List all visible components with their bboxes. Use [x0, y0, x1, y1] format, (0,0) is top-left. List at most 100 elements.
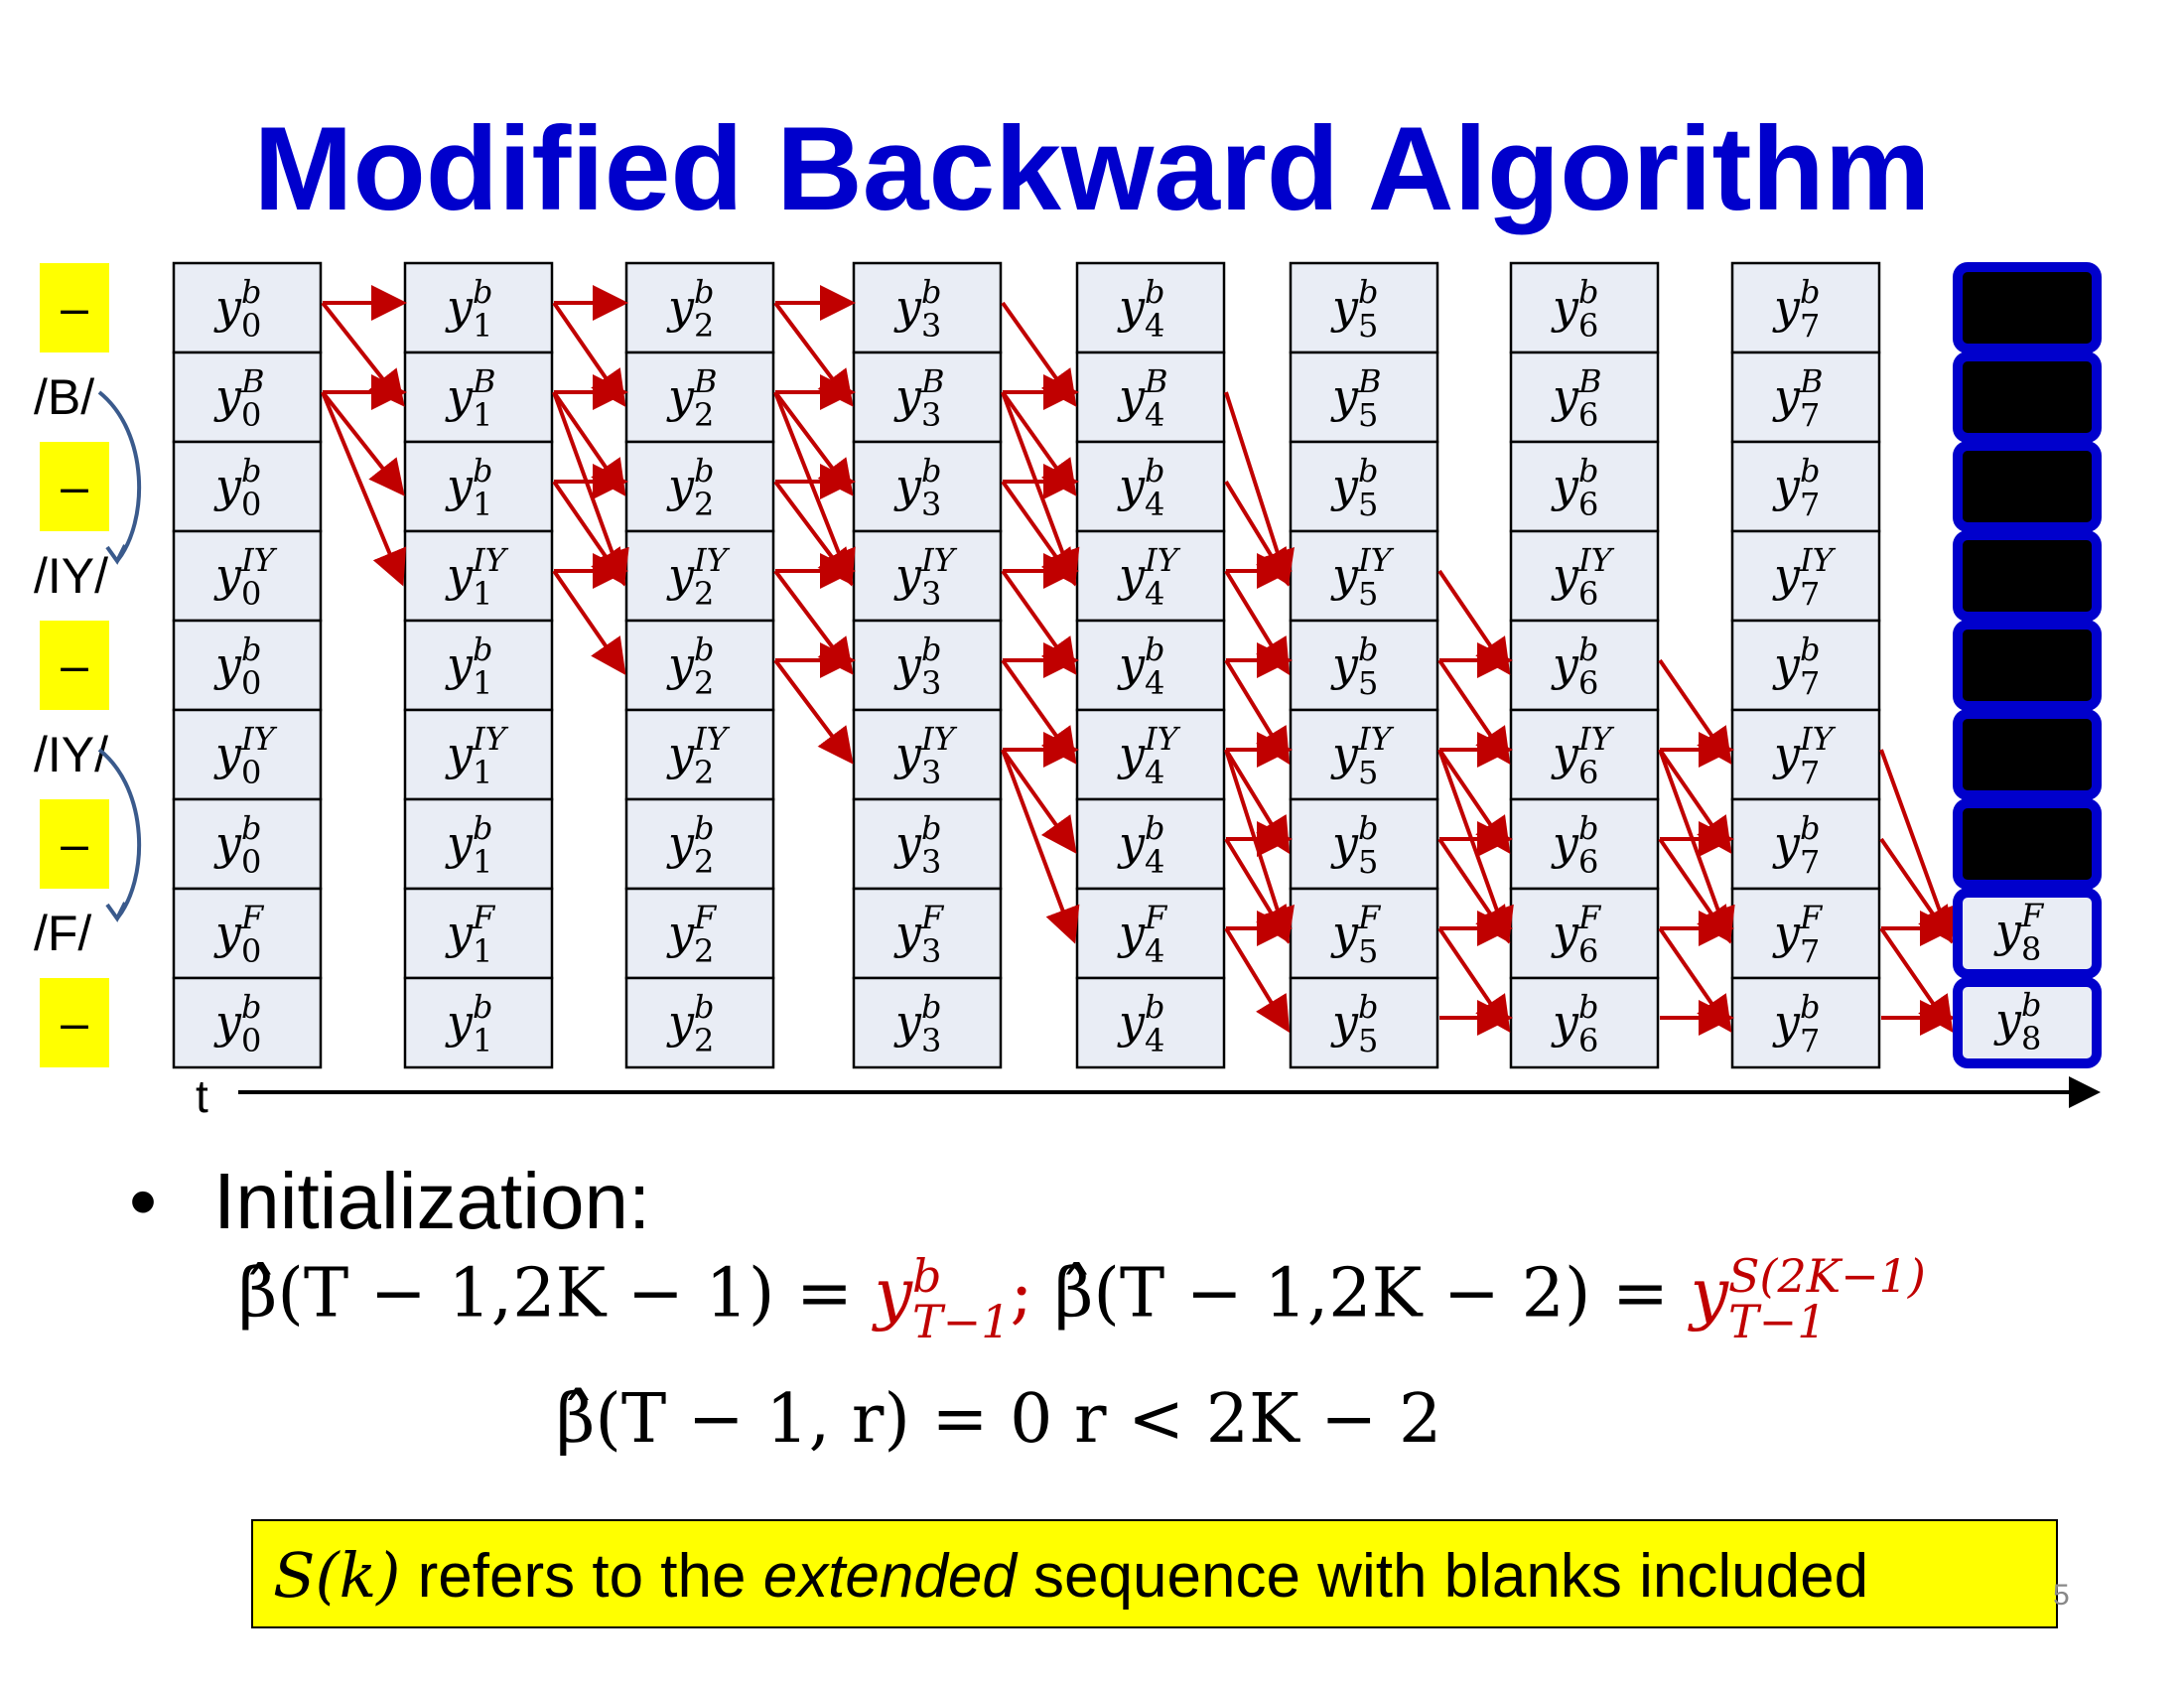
trellis-cell	[1289, 619, 1439, 712]
trellis-cell	[1289, 261, 1439, 354]
row-label-blank: –	[40, 621, 109, 710]
cell-label: yIY 1	[445, 541, 509, 613]
eq-y-blank-sub: T−1	[911, 1295, 1011, 1348]
equation-line-2: β̂(T − 1, r) = 0 r < 2K − 2	[556, 1380, 1442, 1459]
trellis-cell	[172, 619, 323, 712]
trellis-diagram: yb 0 yB 0 yb 0 yIY 0 yb 0 yIY 0 yb 0 yF 0 yb 0 yb 1 yB 1 yb 1 yI…	[97, 261, 2102, 1122]
trellis-cell	[624, 797, 775, 891]
trellis-cell	[1509, 797, 1660, 891]
trellis-cell	[1289, 529, 1439, 623]
transition-arrow	[773, 480, 854, 586]
transition-arrow	[1224, 658, 1291, 766]
transition-arrow	[552, 480, 626, 586]
cell-label: yIY 5	[1330, 720, 1395, 791]
cell-label: yb 0	[213, 809, 261, 881]
cell-label: yF 0	[213, 899, 265, 970]
cell-label: yb 1	[445, 273, 492, 345]
cell-label: yIY 7	[1772, 541, 1837, 613]
row-label-blank: –	[40, 442, 109, 531]
cell-label: yb 3	[893, 452, 941, 523]
transition-arrow	[1001, 480, 1077, 586]
cell-label: yb 7	[1772, 273, 1820, 345]
transition-arrow	[1658, 926, 1732, 1033]
cell-label: yb 7	[1772, 988, 1820, 1059]
trellis-cell	[403, 887, 554, 980]
trellis-cell	[403, 797, 554, 891]
row-label-blank: –	[40, 799, 109, 889]
final-cell-masked	[1953, 620, 2102, 711]
cell-label: yb 2	[666, 273, 714, 345]
trellis-cell	[403, 708, 554, 801]
eq-y-symbol-sup: S(2K−1)	[1728, 1249, 1926, 1303]
skip-transition-arrow	[97, 390, 142, 563]
transition-arrow	[1224, 749, 1295, 944]
trellis-cell	[172, 440, 323, 533]
trellis-cell	[1075, 797, 1226, 891]
cell-label: yB 1	[445, 362, 496, 434]
trellis-cell	[852, 351, 1003, 444]
cell-label: yb 5	[1330, 631, 1378, 702]
cell-label: yb 5	[1330, 452, 1378, 523]
transition-arrow	[1879, 926, 1954, 1033]
trellis-cell	[403, 976, 554, 1069]
cell-label: yb 6	[1551, 988, 1598, 1059]
transition-arrow	[1658, 837, 1732, 943]
row-label-blank: –	[40, 978, 109, 1067]
cell-label: yF 5	[1330, 899, 1382, 970]
transition-arrow	[552, 569, 626, 675]
trellis-cell	[1730, 440, 1881, 533]
eq-y-blank-base: y	[874, 1254, 912, 1334]
trellis-cell	[1509, 976, 1660, 1069]
trellis-cell	[852, 887, 1003, 980]
trellis-cell	[1075, 976, 1226, 1069]
trellis-cell	[1289, 797, 1439, 891]
trellis-cell	[1509, 261, 1660, 354]
trellis-cell	[1075, 261, 1226, 354]
cell-label: yB 4	[1117, 362, 1168, 434]
trellis-cell	[1509, 351, 1660, 444]
cell-label: yIY 7	[1772, 720, 1837, 791]
note-box: S(k) refers to the extended sequence wit…	[251, 1519, 2058, 1628]
transition-arrow	[1658, 749, 1735, 944]
final-cell-masked	[1953, 798, 2102, 890]
cell-label: yb 5	[1330, 988, 1378, 1059]
final-cell	[1953, 888, 2102, 979]
transition-arrow	[1001, 749, 1080, 944]
trellis-cell	[852, 261, 1003, 354]
cell-label: yb 4	[1117, 809, 1164, 881]
trellis-cell	[1289, 887, 1439, 980]
eq-y-blank-sup: b	[911, 1249, 942, 1303]
arrows-layer	[321, 285, 1957, 1036]
final-cell	[1953, 977, 2102, 1068]
cell-label: yF 3	[893, 899, 945, 970]
trellis-cell	[852, 976, 1003, 1069]
cell-label: yb 0	[213, 631, 261, 702]
transition-arrow	[1437, 748, 1511, 854]
cell-label: yIY 4	[1117, 541, 1181, 613]
transition-arrow	[773, 301, 854, 407]
cell-label: yF 1	[445, 899, 496, 970]
trellis-cell	[403, 440, 554, 533]
trellis-cell	[624, 619, 775, 712]
cell-label: yb 2	[666, 809, 714, 881]
cell-label: yb 3	[893, 988, 941, 1059]
eq-y-symbol: y S(2K−1) T−1	[1691, 1249, 1926, 1344]
transition-arrow	[773, 569, 854, 675]
transition-arrow	[1437, 837, 1511, 943]
transition-arrow	[1879, 749, 1957, 944]
transition-arrow	[552, 391, 629, 587]
trellis-cell	[624, 976, 775, 1069]
cell-label: yb 7	[1772, 631, 1820, 702]
final-cell-masked	[1953, 262, 2102, 353]
cell-label: yB 6	[1551, 362, 1602, 434]
row-label-blank: –	[40, 263, 109, 352]
transition-arrow	[773, 391, 856, 587]
transition-arrow	[1224, 837, 1291, 944]
trellis-cell	[403, 351, 554, 444]
cell-label: yb 2	[666, 631, 714, 702]
cell-label: yF 7	[1772, 899, 1824, 970]
trellis-cell	[1730, 797, 1881, 891]
page-number: 5	[2053, 1579, 2070, 1612]
cell-label: yB 3	[893, 362, 945, 434]
row-label-symbol: /IY/	[34, 548, 109, 604]
